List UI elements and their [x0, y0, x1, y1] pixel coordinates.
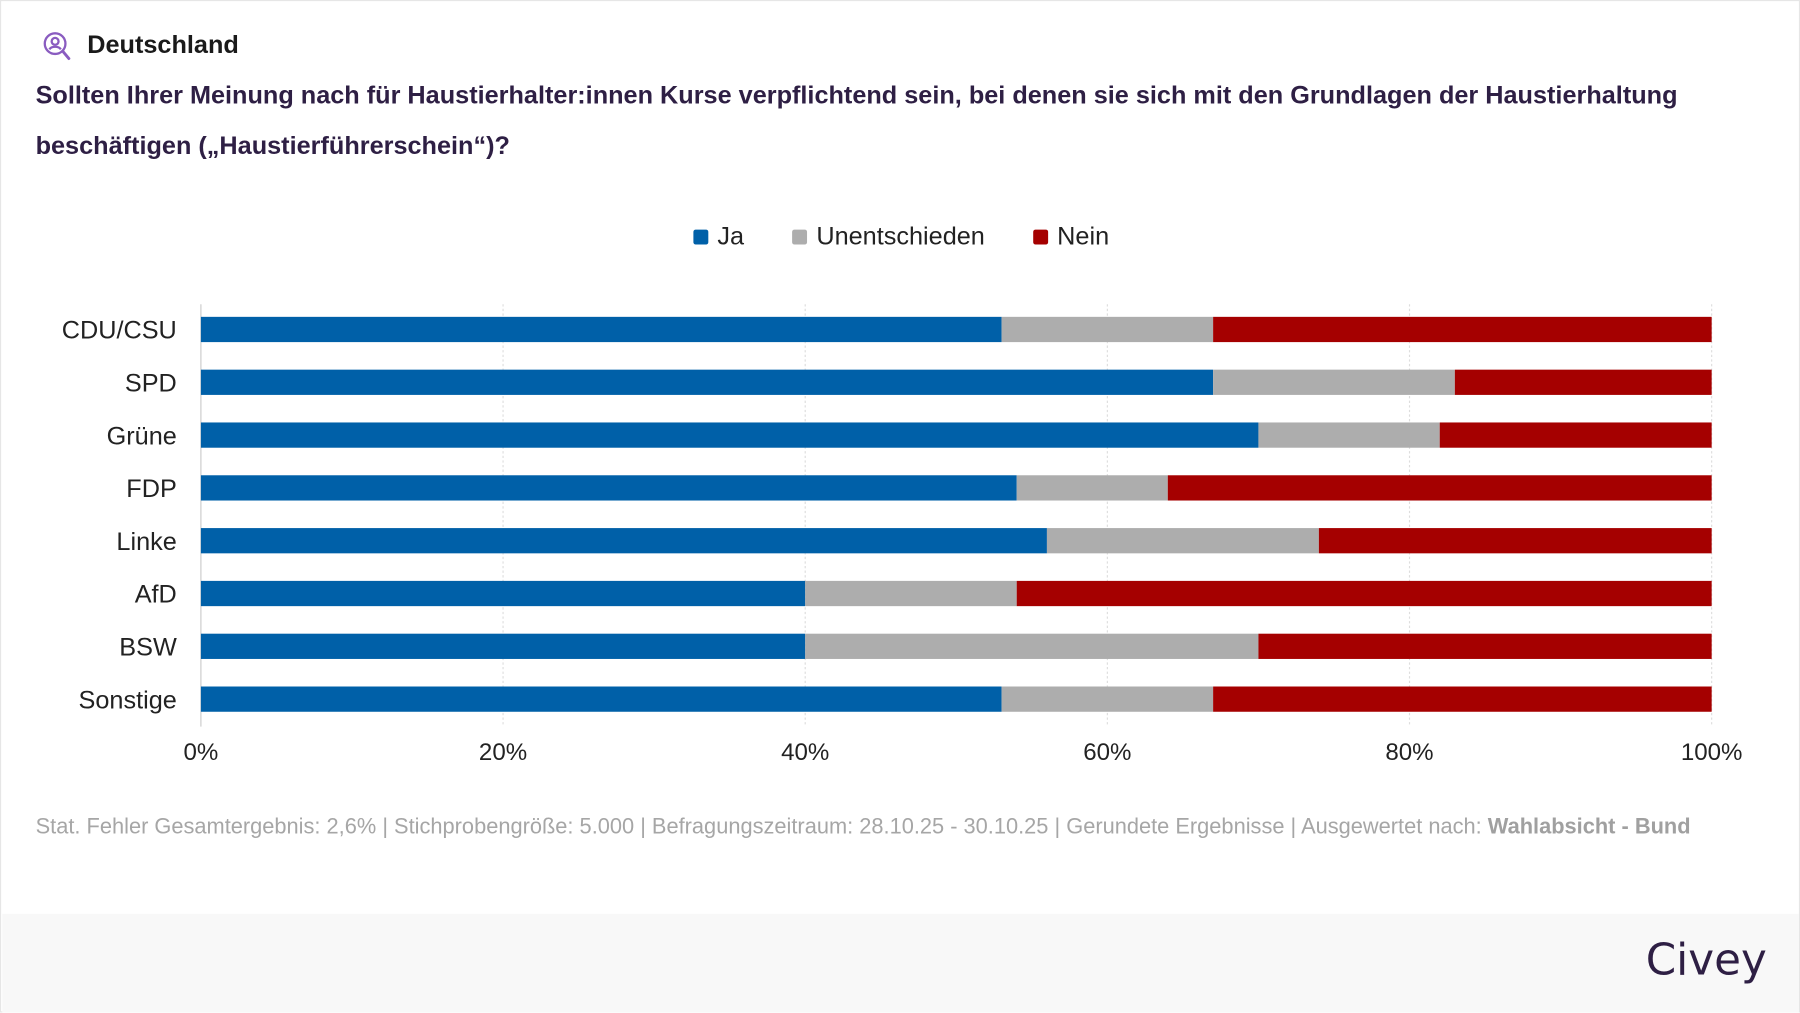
bar-unentschieden: [1001, 686, 1214, 712]
category-label: AfD: [135, 581, 177, 609]
legend-swatch: [792, 229, 808, 244]
x-tick-label: 0%: [183, 739, 218, 766]
civey-logo: Civey: [1645, 934, 1767, 985]
bar-ja: [200, 528, 1047, 554]
bar-ja: [200, 316, 1002, 343]
bar-ja: [200, 422, 1259, 448]
bar-nein: [1258, 633, 1712, 659]
bar-ja: [200, 475, 1017, 501]
category-label: CDU/CSU: [62, 317, 177, 345]
bar-unentschieden: [805, 580, 1017, 607]
bar-ja: [200, 686, 1002, 712]
x-tick-label: 80%: [1385, 739, 1433, 766]
bar-unentschieden: [1046, 528, 1319, 554]
category-label: FDP: [126, 475, 177, 503]
bar-nein: [1016, 580, 1712, 607]
bar-nein: [1439, 422, 1712, 448]
category-label: BSW: [119, 634, 177, 662]
legend-label: Ja: [717, 221, 745, 251]
bar-unentschieden: [1258, 422, 1440, 448]
footnote-text: Stat. Fehler Gesamtergebnis: 2,6% | Stic…: [35, 815, 1488, 840]
legend-swatch: [1033, 229, 1048, 244]
region-label: Deutschland: [87, 29, 239, 59]
bar-nein: [1213, 686, 1712, 712]
footnote-bold: Wahlabsicht - Bund: [1487, 815, 1691, 840]
category-label: Sonstige: [79, 686, 177, 714]
bar-ja: [200, 580, 806, 607]
bar-unentschieden: [1213, 369, 1455, 395]
bar-nein: [1167, 475, 1712, 501]
legend-label: Nein: [1057, 221, 1110, 251]
footnote: Stat. Fehler Gesamtergebnis: 2,6% | Stic…: [36, 810, 1769, 844]
bar-unentschieden: [805, 633, 1259, 659]
bar-chart: 0% 20% 40% 60% 80% 100% CDU/CSU SPD Grüne FDP Link…: [62, 304, 1743, 766]
footer: Civey: [2, 913, 1799, 1013]
x-tick-label: 20%: [479, 739, 527, 766]
legend-swatch: [693, 229, 709, 244]
bar-nein: [1318, 528, 1712, 554]
bar-unentschieden: [1016, 475, 1168, 501]
legend-label: Unentschieden: [816, 221, 985, 251]
x-tick-label: 40%: [781, 739, 829, 766]
bar-ja: [200, 369, 1214, 395]
bar-nein: [1454, 369, 1712, 395]
person-search-icon: [43, 32, 71, 60]
legend-item[interactable]: Nein: [1033, 222, 1109, 252]
bar-ja: [200, 633, 806, 659]
x-tick-label: 100%: [1681, 739, 1743, 766]
legend: Ja Unentschieden Nein: [1, 222, 1800, 252]
category-label: SPD: [125, 369, 177, 397]
x-tick-label: 60%: [1083, 739, 1131, 766]
chart-title: Sollten Ihrer Meinung nach für Haustierh…: [35, 80, 1678, 160]
legend-item[interactable]: Unentschieden: [792, 222, 985, 252]
bar-nein: [1213, 316, 1712, 343]
legend-item[interactable]: Ja: [693, 222, 744, 252]
bar-unentschieden: [1001, 316, 1214, 343]
category-label: Grüne: [107, 422, 177, 450]
category-label: Linke: [116, 528, 176, 556]
